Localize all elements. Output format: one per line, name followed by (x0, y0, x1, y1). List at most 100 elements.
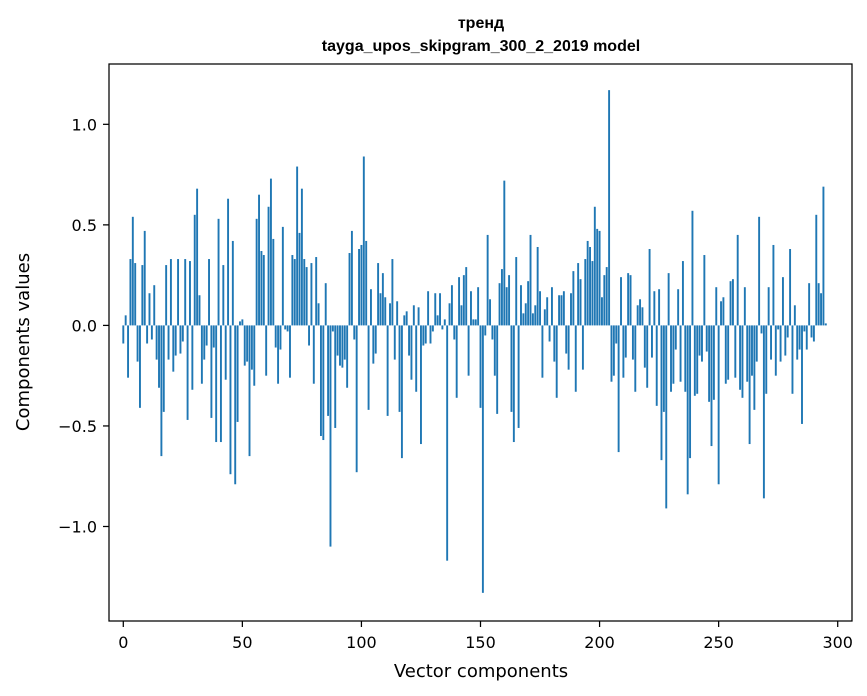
bar-138 (450, 285, 453, 326)
bar-156 (493, 325, 496, 376)
bar-197 (591, 261, 594, 326)
bar-252 (722, 297, 725, 326)
bar-43 (224, 325, 227, 380)
bar-168 (522, 313, 525, 326)
x-tick-label: 100 (346, 633, 377, 652)
bar-289 (810, 325, 813, 338)
bar-52 (246, 325, 249, 362)
bar-237 (686, 325, 689, 495)
bar-36 (208, 259, 210, 326)
bar-47 (234, 325, 237, 485)
x-tick-label: 150 (465, 633, 496, 652)
bar-95 (348, 253, 351, 326)
chart-subtitle: tayga_upos_skipgram_300_2_2019 model (322, 38, 640, 55)
y-tick-label: 1.0 (72, 115, 97, 134)
bar-210 (622, 325, 625, 378)
bar-9 (143, 230, 146, 326)
bar-263 (748, 325, 751, 445)
bar-224 (655, 325, 658, 406)
bar-162 (508, 275, 511, 326)
bar-93 (343, 325, 346, 360)
bar-257 (734, 325, 737, 378)
bar-171 (529, 234, 532, 326)
bar-180 (550, 287, 553, 326)
bar-158 (498, 283, 501, 326)
bar-18 (165, 265, 168, 326)
bar-190 (574, 325, 577, 392)
bar-81 (315, 257, 318, 326)
bar-198 (593, 206, 596, 326)
bar-104 (370, 289, 372, 326)
bar-166 (517, 325, 520, 428)
bar-254 (727, 325, 730, 380)
bar-13 (153, 285, 156, 326)
bar-8 (141, 265, 144, 326)
bar-279 (786, 325, 789, 338)
bar-112 (389, 303, 391, 326)
bar-120 (408, 325, 411, 356)
bar-116 (398, 325, 401, 412)
bar-65 (277, 325, 280, 384)
bar-40 (217, 218, 220, 326)
bar-20 (169, 259, 172, 326)
bar-41 (219, 325, 222, 443)
bar-136 (446, 325, 449, 561)
bar-187 (567, 325, 570, 370)
bar-213 (629, 275, 632, 326)
bar-84 (322, 325, 325, 441)
bar-274 (774, 325, 777, 376)
bar-113 (391, 259, 394, 326)
bar-219 (643, 325, 646, 368)
x-tick-label: 250 (703, 633, 734, 652)
bar-68 (284, 325, 287, 330)
bar-174 (536, 246, 539, 326)
bar-212 (627, 273, 630, 326)
y-axis-label: Components values (13, 253, 34, 431)
bar-79 (310, 263, 313, 326)
bar-59 (262, 255, 265, 326)
bar-216 (636, 305, 639, 326)
bar-61 (267, 206, 270, 326)
y-tick-label: −0.5 (58, 417, 97, 436)
bar-211 (624, 325, 627, 358)
bar-201 (601, 297, 603, 326)
bar-214 (631, 325, 634, 360)
bar-87 (329, 325, 332, 547)
bar-281 (791, 325, 794, 394)
bar-206 (612, 325, 615, 376)
bar-57 (258, 194, 260, 326)
bar-37 (210, 325, 213, 418)
bar-3 (129, 259, 132, 326)
bar-135 (443, 319, 446, 326)
bar-125 (420, 325, 422, 445)
bar-164 (512, 325, 515, 443)
chart-title: тренд (458, 15, 504, 32)
bar-194 (584, 259, 587, 326)
bar-215 (634, 325, 637, 392)
bar-74 (298, 232, 301, 326)
bar-200 (598, 230, 601, 326)
bar-232 (674, 325, 677, 350)
bar-35 (205, 325, 208, 346)
bar-191 (577, 263, 580, 326)
bar-series (122, 90, 827, 593)
bar-118 (403, 315, 406, 326)
bar-277 (781, 277, 784, 326)
bar-199 (596, 228, 599, 326)
bar-163 (510, 325, 513, 412)
bar-10 (146, 325, 149, 344)
bar-55 (253, 325, 256, 386)
x-tick-label: 0 (118, 633, 128, 652)
bar-114 (393, 325, 396, 360)
plot-frame (108, 63, 853, 622)
bar-184 (560, 295, 563, 326)
bar-179 (548, 325, 551, 342)
bar-193 (581, 325, 584, 370)
bar-21 (172, 325, 175, 372)
bar-82 (317, 303, 320, 326)
bar-131 (434, 293, 437, 326)
bar-294 (822, 186, 825, 326)
bar-66 (279, 325, 282, 350)
bar-157 (496, 325, 499, 414)
y-tick-label: 0.0 (72, 316, 97, 335)
